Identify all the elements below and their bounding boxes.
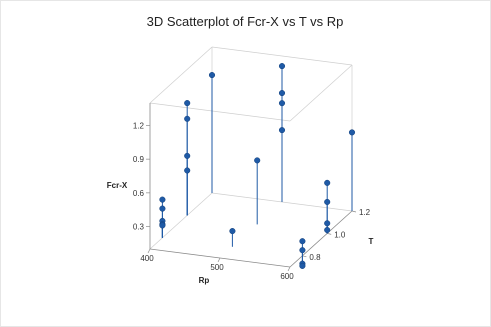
data-point [184, 152, 191, 159]
y-tick-mark [302, 255, 307, 258]
z-tick-label: 1.2 [133, 121, 145, 130]
drop-lines [161, 66, 353, 266]
x-tick-label: 500 [210, 263, 224, 272]
data-point [208, 72, 216, 79]
data-point [278, 100, 286, 107]
data-point [254, 157, 261, 164]
z-tick-label: 0.9 [133, 155, 145, 164]
z-axis-title: Fcr-X [107, 181, 128, 190]
box-edge [149, 102, 291, 122]
data-point [299, 238, 306, 245]
x-tick-mark [217, 257, 221, 263]
y-tick-label: 1.2 [359, 208, 371, 217]
x-tick-mark [147, 248, 151, 254]
data-point [184, 100, 191, 107]
data-point [159, 205, 166, 212]
y-tick-label: 1.0 [334, 230, 346, 239]
box-edge [211, 46, 353, 66]
data-point [229, 228, 236, 235]
y-tick-mark [351, 210, 357, 213]
y-tick-mark [327, 233, 332, 235]
x-tick-mark [287, 266, 291, 272]
data-points [159, 63, 356, 269]
data-point [324, 226, 331, 234]
data-point [184, 167, 191, 174]
x-axis-title: Rp [199, 276, 210, 285]
data-point [324, 220, 331, 227]
data-point [299, 247, 306, 254]
chart-title: 3D Scatterplot of Fcr-X vs T vs Rp [147, 14, 344, 29]
data-point [184, 115, 191, 122]
box-edge [149, 46, 213, 104]
x-tick-label: 400 [140, 254, 154, 263]
y-axis-title: T [369, 237, 374, 246]
data-point [324, 179, 331, 186]
data-point [348, 129, 356, 136]
data-point [278, 63, 286, 70]
box-edges [149, 46, 353, 250]
z-tick-label: 0.6 [133, 189, 145, 198]
data-point [159, 222, 166, 229]
data-point [159, 196, 166, 203]
box-edge [149, 192, 213, 250]
data-point [278, 127, 286, 134]
y-axis-line [289, 210, 353, 268]
box-edge [289, 64, 353, 122]
y-tick-label: 0.8 [309, 253, 321, 262]
axes: 400 500 600 0.8 1.0 1.2 0.3 0.6 0.9 1.2 [133, 103, 371, 281]
data-point [324, 198, 331, 206]
data-point [299, 262, 306, 269]
z-tick-label: 0.3 [133, 223, 145, 232]
data-point [278, 90, 286, 97]
x-tick-label: 600 [280, 272, 294, 281]
